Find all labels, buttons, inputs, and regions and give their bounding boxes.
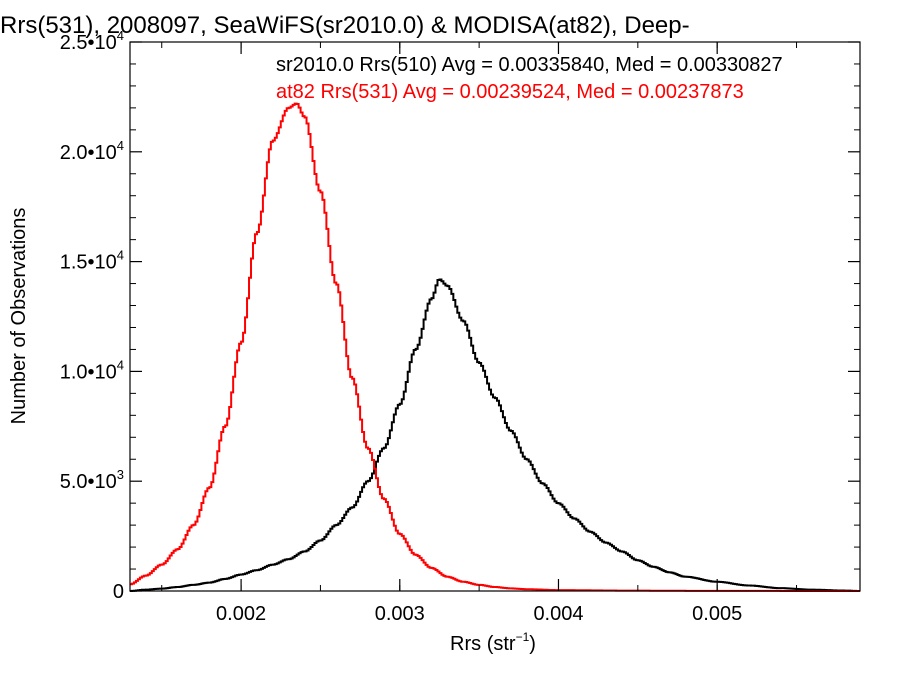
y-tick-label: 1.0•104 (60, 357, 124, 383)
series-line-1 (130, 102, 860, 592)
annotation-black: sr2010.0 Rrs(510) Avg = 0.00335840, Med … (276, 54, 783, 76)
x-axis-label: Rrs (str−1) (450, 630, 536, 655)
x-tick-label: 0.002 (216, 603, 266, 625)
y-tick-label: 2.0•104 (60, 138, 124, 164)
y-tick-label: 1.5•104 (60, 248, 124, 274)
y-tick-label: 0 (113, 581, 124, 603)
annotation-red: at82 Rrs(531) Avg = 0.00239524, Med = 0.… (276, 81, 744, 103)
series-line-0 (130, 278, 860, 592)
y-tick-label: 5.0•103 (60, 467, 124, 493)
tick-layer: 0.002 0.003 0.004 0.005 0 5.0•103 1.0•104 1.5•1… (60, 28, 860, 625)
series-layer (130, 102, 860, 592)
x-tick-label: 0.004 (533, 603, 583, 625)
x-tick-label: 0.005 (692, 603, 742, 625)
plot-frame (129, 41, 861, 592)
y-tick-label: 2.5•104 (60, 28, 124, 54)
y-axis-label: Number of Observations (8, 208, 30, 425)
chart-title: Rrs(531), 2008097, SeaWiFS(sr2010.0) & M… (0, 12, 690, 39)
x-tick-label: 0.003 (375, 603, 425, 625)
